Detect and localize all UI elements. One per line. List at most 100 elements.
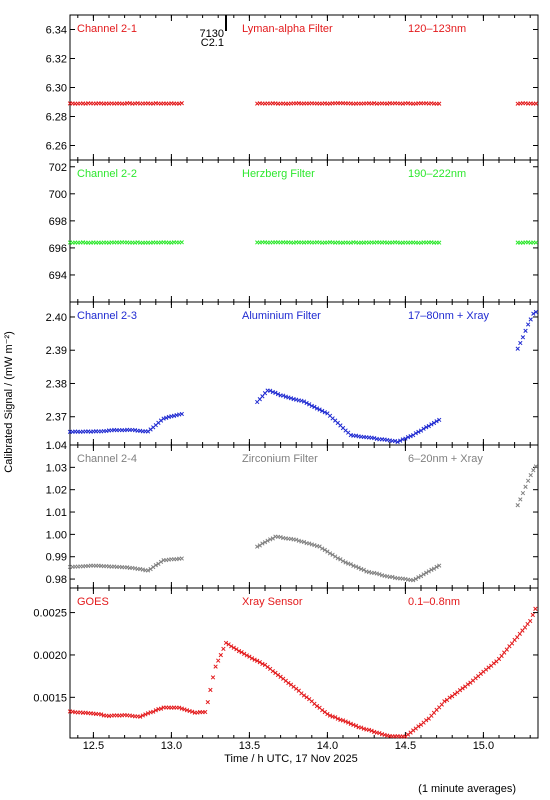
data-point: [491, 661, 496, 666]
panel-name: Channel 2-4: [77, 453, 137, 465]
data-point: [499, 653, 504, 659]
series-segment: [67, 411, 184, 435]
panel-1: 6.26 6.28 6.30 6.32 6.34 Channel 2-1 Lyman-alp…: [46, 14, 539, 161]
data-point: [249, 656, 255, 661]
data-point: [465, 682, 470, 687]
data-point: [255, 544, 260, 549]
data-point: [353, 723, 359, 728]
panel-band: 17–80nm + Xray: [408, 310, 490, 322]
data-point: [403, 436, 408, 441]
data-point: [348, 562, 353, 567]
y-tick-label: 2.37: [46, 412, 67, 424]
x-tick-label: 13.0: [161, 740, 182, 752]
series-segment: [255, 240, 442, 245]
data-point: [208, 687, 213, 693]
data-point: [327, 551, 333, 556]
data-point: [151, 709, 156, 714]
data-point: [437, 101, 442, 106]
data-point: [213, 664, 218, 669]
y-tick-label: 0.0025: [33, 608, 67, 620]
data-point: [517, 631, 522, 637]
y-axis-title: Calibrated Signal / (mW m⁻²): [3, 331, 15, 473]
data-point: [286, 680, 291, 686]
data-point: [338, 557, 343, 562]
data-point: [525, 322, 531, 327]
y-tick-label: 1.00: [46, 529, 67, 541]
data-point: [486, 665, 491, 670]
data-point: [434, 564, 439, 570]
x-axis-title: Time / h UTC, 17 Nov 2025: [224, 753, 357, 765]
y-tick-label: 6.30: [46, 83, 67, 95]
data-point: [348, 721, 353, 726]
data-point: [218, 652, 223, 658]
panel-band: 6–20nm + Xray: [408, 453, 483, 465]
data-point: [138, 714, 143, 719]
panel-2: 694 696 698 700 702 Channel 2-2 Herzberg Filte…: [49, 159, 539, 303]
footnote: (1 minute averages): [418, 783, 516, 795]
data-point: [314, 406, 320, 411]
data-point: [236, 648, 242, 654]
data-point: [395, 439, 400, 445]
data-point: [528, 618, 533, 624]
data-point: [320, 408, 325, 414]
data-point: [260, 661, 265, 667]
data-point: [528, 472, 533, 478]
data-point: [429, 567, 434, 572]
data-point: [518, 497, 523, 502]
data-point: [226, 642, 231, 647]
panel-5: 0.0015 0.0020 0.0025 GOES Xray Sensor 0.1–0.8…: [33, 587, 539, 739]
panels-layer: 6.26 6.28 6.30 6.32 6.34 Channel 2-1 Lyman-alp…: [33, 14, 539, 752]
data-point: [437, 417, 442, 423]
data-point: [429, 422, 434, 427]
data-point: [229, 644, 234, 649]
data-point: [223, 640, 229, 646]
data-point: [99, 712, 104, 717]
data-point: [268, 537, 273, 542]
x-tick-label: 14.0: [317, 740, 338, 752]
data-point: [190, 709, 195, 714]
data-point: [437, 563, 442, 568]
data-point: [335, 716, 340, 721]
data-point: [322, 410, 327, 415]
data-point: [343, 560, 348, 565]
y-tick-label: 696: [49, 243, 67, 255]
data-point: [439, 702, 444, 707]
data-point: [255, 658, 260, 663]
data-point: [231, 645, 236, 650]
data-point: [390, 574, 395, 580]
y-tick-label: 6.26: [46, 141, 67, 153]
series-segment: [515, 101, 539, 106]
data-point: [528, 317, 533, 322]
data-point: [301, 693, 307, 698]
series-segment: [255, 388, 442, 445]
data-point: [353, 564, 359, 569]
data-point: [143, 712, 148, 717]
data-point: [531, 311, 536, 316]
y-tick-label: 2.39: [46, 345, 67, 357]
x-tick-label: 13.5: [239, 740, 260, 752]
data-point: [523, 328, 528, 333]
panel-band: 120–123nm: [408, 23, 466, 35]
x-tick-label: 15.0: [473, 740, 494, 752]
data-point: [431, 566, 437, 571]
series-segment: [67, 101, 184, 106]
data-point: [140, 713, 145, 718]
data-point: [533, 606, 538, 611]
y-tick-label: 6.34: [46, 25, 67, 37]
y-tick-label: 6.32: [46, 54, 67, 66]
y-tick-label: 0.0020: [33, 650, 67, 662]
series-segment: [255, 101, 442, 106]
data-point: [442, 699, 447, 704]
data-point: [340, 558, 346, 564]
panel-frame: [69, 301, 539, 446]
data-point: [335, 556, 340, 561]
data-point: [307, 402, 312, 407]
data-point: [309, 403, 314, 409]
data-point: [408, 434, 413, 439]
data-point: [327, 713, 333, 718]
panel-filter: Aluminium Filter: [242, 310, 321, 322]
data-point: [158, 559, 164, 565]
data-point: [270, 536, 275, 541]
data-point: [260, 541, 265, 546]
data-point: [278, 674, 283, 679]
